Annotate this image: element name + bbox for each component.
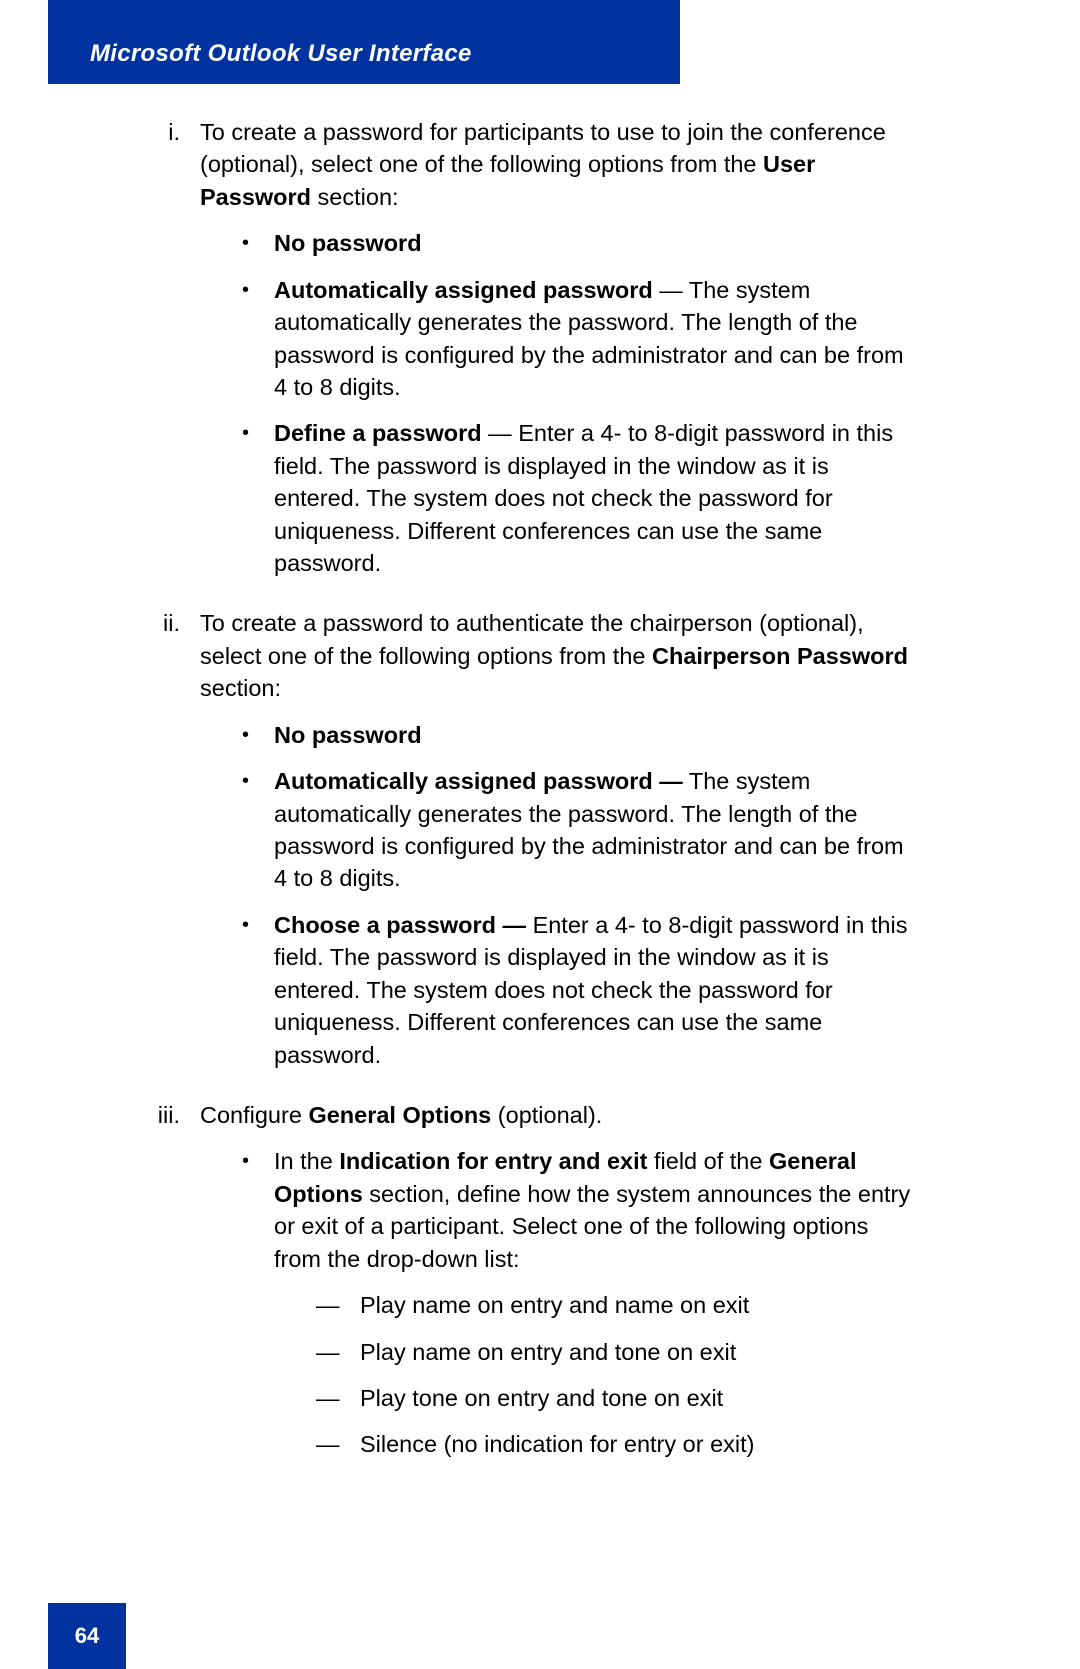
dash-item: — Play name on entry and name on exit <box>274 1289 914 1321</box>
bullet-marker-icon: • <box>242 1145 274 1474</box>
bullet-marker-icon: • <box>242 417 274 579</box>
bullet-intro-bold1: Indication for entry and exit <box>339 1148 647 1174</box>
bullet-marker-icon: • <box>242 909 274 1071</box>
bullet-list: • In the Indication for entry and exit f… <box>200 1145 914 1474</box>
page-number: 64 <box>75 1623 99 1649</box>
dash-item: — Play tone on entry and tone on exit <box>274 1382 914 1414</box>
intro-text: Configure <box>200 1102 308 1128</box>
bullet-body: Choose a password — Enter a 4- to 8-digi… <box>274 909 914 1071</box>
roman-marker: ii. <box>144 607 200 1084</box>
bullet-marker-icon: • <box>242 765 274 895</box>
bullet-item: • No password <box>200 227 914 259</box>
bullet-bold: No password <box>274 230 422 256</box>
roman-body: Configure General Options (optional). • … <box>200 1099 914 1489</box>
intro-post: section: <box>311 184 399 210</box>
header-title: Microsoft Outlook User Interface <box>90 40 472 68</box>
dash-body: Play tone on entry and tone on exit <box>360 1382 914 1414</box>
bullet-bold: Automatically assigned password — <box>274 768 683 794</box>
roman-body: To create a password to authenticate the… <box>200 607 914 1084</box>
dash-item: — Play name on entry and tone on exit <box>274 1336 914 1368</box>
dash-marker-icon: — <box>316 1289 360 1321</box>
dash-body: Play name on entry and name on exit <box>360 1289 914 1321</box>
intro-post: section: <box>200 675 281 701</box>
dash-item: — Silence (no indication for entry or ex… <box>274 1428 914 1460</box>
dash-marker-icon: — <box>316 1336 360 1368</box>
header-bar: Microsoft Outlook User Interface <box>48 0 680 84</box>
dash-body: Play name on entry and tone on exit <box>360 1336 914 1368</box>
bullet-item: • In the Indication for entry and exit f… <box>200 1145 914 1474</box>
bullet-marker-icon: • <box>242 719 274 751</box>
bullet-body: In the Indication for entry and exit fie… <box>274 1145 914 1474</box>
roman-marker: iii. <box>144 1099 200 1489</box>
intro-bold: Chairperson Password <box>652 643 908 669</box>
bullet-item: • Choose a password — Enter a 4- to 8-di… <box>200 909 914 1071</box>
bullet-intro-pre: In the <box>274 1148 339 1174</box>
bullet-bold: Automatically assigned password <box>274 277 653 303</box>
roman-item-iii: iii. Configure General Options (optional… <box>144 1099 914 1489</box>
content-area: i. To create a password for participants… <box>144 116 914 1503</box>
intro-bold: General Options <box>308 1102 491 1128</box>
bullet-body: Automatically assigned password — The sy… <box>274 765 914 895</box>
bullet-item: • Define a password — Enter a 4- to 8-di… <box>200 417 914 579</box>
roman-body: To create a password for participants to… <box>200 116 914 593</box>
bullet-marker-icon: • <box>242 274 274 404</box>
bullet-bold: No password <box>274 722 422 748</box>
bullet-marker-icon: • <box>242 227 274 259</box>
bullet-sep: — <box>482 420 519 446</box>
dash-body: Silence (no indication for entry or exit… <box>360 1428 914 1460</box>
roman-marker: i. <box>144 116 200 593</box>
dash-marker-icon: — <box>316 1428 360 1460</box>
bullet-body: No password <box>274 227 914 259</box>
bullet-sep: — <box>653 277 689 303</box>
bullet-intro-mid: field of the <box>647 1148 769 1174</box>
roman-item-i: i. To create a password for participants… <box>144 116 914 593</box>
bullet-item: • Automatically assigned password — The … <box>200 274 914 404</box>
dash-marker-icon: — <box>316 1382 360 1414</box>
bullet-item: • No password <box>200 719 914 751</box>
bullet-body: No password <box>274 719 914 751</box>
bullet-bold: Choose a password — <box>274 912 526 938</box>
bullet-list: • No password • Automatically assigned p… <box>200 227 914 579</box>
dash-list: — Play name on entry and name on exit — … <box>274 1289 914 1461</box>
intro-post: (optional). <box>491 1102 602 1128</box>
bullet-bold: Define a password <box>274 420 482 446</box>
roman-item-ii: ii. To create a password to authenticate… <box>144 607 914 1084</box>
bullet-body: Automatically assigned password — The sy… <box>274 274 914 404</box>
bullet-body: Define a password — Enter a 4- to 8-digi… <box>274 417 914 579</box>
bullet-item: • Automatically assigned password — The … <box>200 765 914 895</box>
page-number-box: 64 <box>48 1603 126 1669</box>
bullet-intro-post: section, define how the system announces… <box>274 1181 910 1272</box>
bullet-list: • No password • Automatically assigned p… <box>200 719 914 1071</box>
